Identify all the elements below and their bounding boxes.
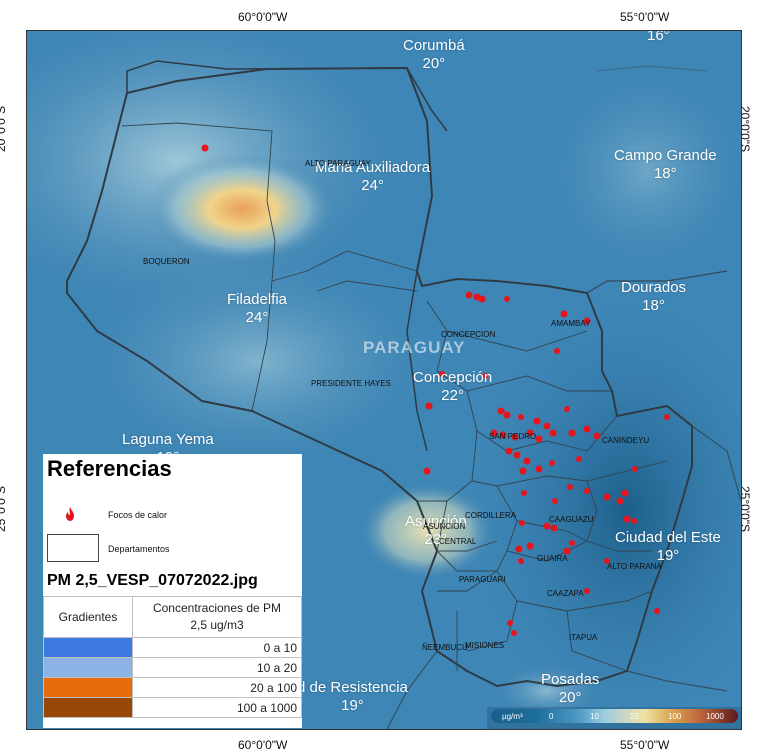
dept-san-pedro: SAN PEDRO xyxy=(489,432,537,441)
coord-top-60w: 60°0'0"W xyxy=(238,10,288,24)
range-label: 0 a 10 xyxy=(132,637,302,658)
city-concepcion: Concepción 22° xyxy=(413,369,493,404)
dept-itapua: ITAPUA xyxy=(569,633,598,642)
col-header-concentraciones: Concentraciones de PM 2,5 ug/m3 xyxy=(132,596,302,638)
dept-caaguazu: CAAGUAZU xyxy=(549,515,594,524)
dept-boqueron: BOQUERON xyxy=(143,257,190,266)
table-row: 0 a 10 xyxy=(43,637,302,658)
color-swatch xyxy=(43,657,133,678)
coord-bottom-55w: 55°0'0"W xyxy=(620,738,670,752)
fire-icon xyxy=(66,507,74,521)
dept-canindeyu: CANINDEYU xyxy=(602,436,650,445)
dept-guaira: GUAIRA xyxy=(537,554,568,563)
dept-paraguari: PARAGUARI xyxy=(459,575,506,584)
dept-presidente-hayes: PRESIDENTE HAYES xyxy=(311,379,391,388)
range-label: 10 a 20 xyxy=(132,657,302,678)
dept-cordillera: CORDILLERA xyxy=(465,511,517,520)
coord-bottom-60w: 60°0'0"W xyxy=(238,738,288,752)
file-name: PM 2,5_VESP_07072022.jpg xyxy=(47,572,258,589)
table-row: 100 a 1000 xyxy=(43,697,302,718)
country-label: PARAGUAY xyxy=(363,338,466,357)
range-label: 20 a 100 xyxy=(132,677,302,698)
coord-left-25s: 25°0'0"S xyxy=(0,485,9,533)
legend-item-departamentos: Departamentos xyxy=(108,544,170,554)
legend-panel: Referencias Focos de calor Departamentos… xyxy=(43,454,302,728)
coord-left-20s: 20°0'0"S xyxy=(0,105,9,153)
city-posadas: Posadas 20° xyxy=(541,671,600,706)
color-swatch xyxy=(43,637,133,658)
dept-alto-paraguay: ALTO PARAGUAY xyxy=(305,159,371,168)
city-campo-grande: Campo Grande 18° xyxy=(614,147,717,182)
city-resistencia: d de Resistencia 19° xyxy=(297,679,408,714)
dept-asuncion: ASUNCION xyxy=(423,522,466,531)
colorbar-tick-1000: 1000 xyxy=(706,712,724,721)
colorbar-tick-10: 10 xyxy=(590,712,599,721)
color-swatch xyxy=(43,697,133,718)
city-filadelfia: Filadelfia 24° xyxy=(227,291,288,326)
city-top-right: 16° xyxy=(647,30,670,44)
city-ciudad-del-este: Ciudad del Este 19° xyxy=(615,529,721,564)
range-label: 100 a 1000 xyxy=(132,697,302,718)
city-asuncion: Asunción 23° xyxy=(405,513,467,548)
dept-misiones: MISIONES xyxy=(465,641,505,650)
col-header-gradientes: Gradientes xyxy=(43,596,133,638)
dept-neembucu: ÑEEMBUCU xyxy=(422,643,468,652)
fire-markers xyxy=(201,144,670,636)
dept-amambay: AMAMBAY xyxy=(551,319,591,328)
city-maria-auxiliadora: Mariá Auxiliadora 24° xyxy=(315,159,431,194)
paraguay-border xyxy=(66,66,693,688)
pm-colorbar xyxy=(491,709,738,723)
colorbar-unit: µg/m³ xyxy=(502,712,523,721)
table-row: 10 a 20 xyxy=(43,657,302,678)
city-dourados: Dourados 18° xyxy=(621,279,687,314)
gradient-table: Gradientes Concentraciones de PM 2,5 ug/… xyxy=(43,596,302,718)
dept-caazapa: CAAZAPA xyxy=(547,589,584,598)
dept-alto-parana: ALTO PARANA xyxy=(607,562,662,571)
colorbar-tick-100: 100 xyxy=(668,712,682,721)
coord-top-55w: 55°0'0"W xyxy=(620,10,670,24)
colorbar-tick-20: 20 xyxy=(630,712,639,721)
table-row: 20 a 100 xyxy=(43,677,302,698)
city-corumba: Corumbá 20° xyxy=(403,37,465,72)
colorbar-tick-0: 0 xyxy=(549,712,554,721)
dept-central: CENTRAL xyxy=(439,537,477,546)
legend-item-focos: Focos de calor xyxy=(108,510,168,520)
color-swatch xyxy=(43,677,133,698)
dept-concepcion: CONCEPCION xyxy=(441,330,496,339)
legend-title: Referencias xyxy=(47,456,172,481)
polygon-box-icon xyxy=(47,534,99,562)
